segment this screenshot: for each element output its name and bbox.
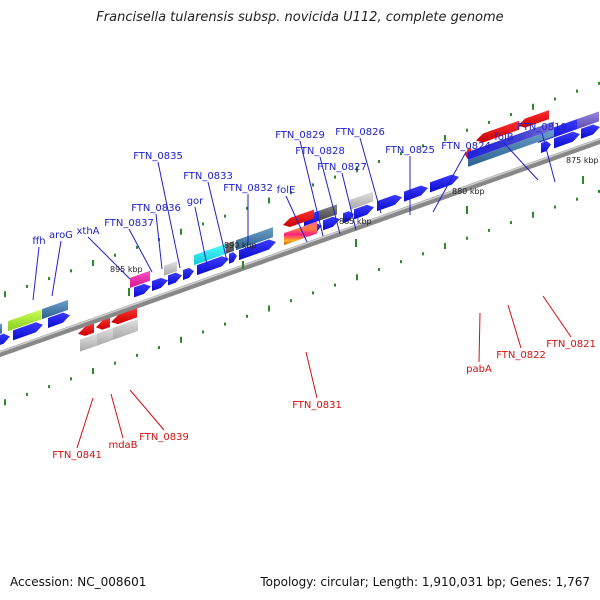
forward-gene-block (134, 283, 151, 298)
forward-gene-block (430, 174, 459, 193)
genome-backbone (0, 137, 600, 358)
scale-label: 895 kbp (110, 265, 143, 274)
leader-line (341, 172, 357, 231)
gene-label[interactable]: FTN_0833 (183, 171, 233, 182)
forward-gene-block (152, 277, 168, 292)
leader-line (207, 181, 228, 262)
leader-line (503, 142, 539, 181)
gene-label[interactable]: gor (187, 196, 204, 207)
forward-gene-block (239, 239, 276, 261)
gene-label[interactable]: FTN_0819 (517, 122, 567, 133)
leader-line (129, 389, 165, 431)
feature-block (236, 227, 273, 251)
forward-gene-block (168, 272, 182, 286)
gene-label[interactable]: FTN_0832 (223, 183, 273, 194)
gene-label[interactable]: ffh (32, 236, 45, 247)
leader-line (285, 195, 308, 243)
forward-gene-block (581, 124, 600, 139)
leader-line (432, 151, 467, 213)
gene-label[interactable]: FTN_0839 (139, 432, 189, 443)
leader-line (507, 304, 522, 349)
leader-line (155, 213, 163, 270)
leader-line (542, 295, 572, 338)
gene-label[interactable]: pabA (466, 364, 492, 375)
leader-line (110, 393, 124, 439)
leader-line (128, 228, 153, 273)
forward-gene-block (323, 216, 340, 231)
forward-gene-block (13, 322, 43, 341)
leader-line (299, 140, 324, 237)
gene-label[interactable]: FTN_0841 (52, 450, 102, 461)
forward-gene-block (48, 312, 70, 328)
feature-block (284, 221, 317, 246)
feature-block (319, 204, 337, 221)
gene-label[interactable]: FTN_0821 (546, 339, 596, 350)
gene-label[interactable]: FTN_0822 (496, 350, 546, 361)
leader-line (541, 132, 556, 183)
gene-label[interactable]: folE (277, 185, 296, 196)
reverse-gene-block (96, 317, 110, 330)
feature-block (42, 299, 68, 320)
map-title: Francisella tularensis subsp. novicida U… (96, 10, 504, 25)
leader-line (51, 240, 62, 297)
feature-block (130, 270, 150, 288)
forward-gene-block (229, 252, 237, 264)
scale-label: 875 kbp (566, 156, 599, 165)
accession-text: Accession: NC_008601 (10, 575, 147, 589)
gene-label[interactable]: folB (494, 132, 513, 143)
gene-label[interactable]: xthA (76, 226, 99, 237)
leader-line (32, 246, 40, 301)
gene-label[interactable]: FTN_0836 (131, 203, 181, 214)
leader-line (157, 161, 181, 269)
topology-text: Topology: circular; Length: 1,910,031 bp… (260, 575, 590, 589)
feature-block (468, 121, 554, 160)
leader-line (87, 236, 131, 280)
gene-label[interactable]: FTN_0835 (133, 151, 183, 162)
gene-label[interactable]: aroG (49, 230, 73, 241)
forward-gene-block (377, 194, 402, 212)
forward-gene-block (197, 256, 229, 276)
forward-gene-block (343, 211, 354, 224)
forward-gene-block (0, 333, 10, 346)
leader-line (319, 156, 341, 235)
gene-label[interactable]: FTN_0831 (292, 400, 342, 411)
gene-label[interactable]: FTN_0837 (104, 218, 154, 229)
feature-block (577, 111, 599, 130)
gene-label[interactable]: FTN_0829 (275, 130, 325, 141)
feature-block (226, 240, 234, 254)
gene-label[interactable]: FTN_0824 (441, 141, 491, 152)
feature-block (113, 319, 138, 340)
gene-label[interactable]: FTN_0826 (335, 127, 385, 138)
feature-block (164, 261, 177, 276)
reverse-gene-block (78, 323, 94, 336)
forward-gene-block (554, 131, 580, 149)
forward-gene-block (354, 204, 374, 220)
feature-block (194, 243, 226, 266)
reverse-gene-block (283, 209, 314, 228)
feature-block (0, 323, 2, 335)
reverse-gene-block (111, 308, 137, 325)
forward-gene-block (183, 267, 194, 281)
feature-block (97, 327, 113, 346)
gene-label[interactable]: mdaB (108, 440, 137, 451)
leader-line (76, 397, 94, 449)
reverse-gene-block (518, 110, 549, 128)
leader-line (359, 137, 382, 214)
feature-block (468, 129, 554, 167)
scale-label: 880 kbp (452, 187, 485, 196)
forward-gene-block (404, 185, 428, 202)
gene-label[interactable]: FTN_0825 (385, 145, 435, 156)
scale-label: 885 kbp (339, 217, 372, 226)
gene-label[interactable]: FTN_0827 (317, 162, 367, 173)
leader-line (305, 351, 318, 399)
feature-block (80, 333, 97, 352)
leader-line (194, 206, 208, 266)
reverse-gene-block (476, 120, 519, 143)
leader-line (478, 312, 481, 363)
gene-label[interactable]: FTN_0828 (295, 146, 345, 157)
feature-block (8, 309, 41, 332)
scale-label: 890 kbp (224, 241, 257, 250)
feature-block (350, 191, 373, 210)
